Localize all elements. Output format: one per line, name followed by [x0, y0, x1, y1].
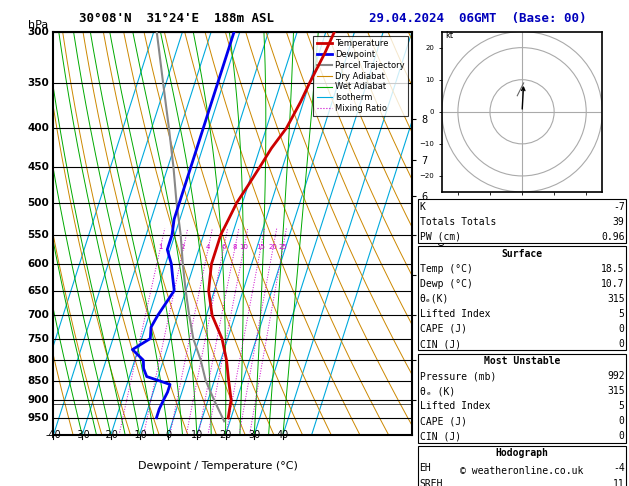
Text: Totals Totals: Totals Totals — [420, 217, 496, 226]
Text: 5: 5 — [619, 401, 625, 411]
Text: K: K — [420, 202, 425, 211]
Text: 5: 5 — [619, 309, 625, 319]
Text: CIN (J): CIN (J) — [420, 432, 460, 441]
Text: 10: 10 — [191, 430, 203, 440]
Text: 450: 450 — [27, 162, 49, 173]
Text: 18.5: 18.5 — [601, 264, 625, 274]
Text: SREH: SREH — [420, 479, 443, 486]
Text: CAPE (J): CAPE (J) — [420, 324, 467, 334]
Text: 0: 0 — [619, 324, 625, 334]
Text: Mixing Ratio (g/kg): Mixing Ratio (g/kg) — [437, 208, 447, 299]
Legend: Temperature, Dewpoint, Parcel Trajectory, Dry Adiabat, Wet Adiabat, Isotherm, Mi: Temperature, Dewpoint, Parcel Trajectory… — [313, 36, 408, 117]
Text: -4: -4 — [613, 464, 625, 473]
Text: 1: 1 — [158, 243, 162, 250]
Text: 25: 25 — [278, 243, 287, 250]
Text: 30°08'N  31°24'E  188m ASL: 30°08'N 31°24'E 188m ASL — [79, 12, 274, 25]
Text: EH: EH — [420, 464, 431, 473]
Text: 10.7: 10.7 — [601, 279, 625, 289]
Text: -10: -10 — [131, 430, 147, 440]
Text: 0: 0 — [619, 417, 625, 426]
Text: Most Unstable: Most Unstable — [484, 356, 560, 366]
Text: 39: 39 — [613, 217, 625, 226]
Text: 0: 0 — [165, 430, 171, 440]
Text: 550: 550 — [28, 230, 49, 240]
Y-axis label: km
ASL: km ASL — [433, 223, 451, 244]
Text: hPa: hPa — [28, 19, 48, 30]
Text: 40: 40 — [277, 430, 289, 440]
Text: 750: 750 — [27, 333, 49, 344]
Text: 8: 8 — [232, 243, 237, 250]
Text: Lifted Index: Lifted Index — [420, 309, 490, 319]
Text: Pressure (mb): Pressure (mb) — [420, 371, 496, 381]
Text: CIN (J): CIN (J) — [420, 339, 460, 349]
Text: 400: 400 — [27, 123, 49, 133]
Text: Hodograph: Hodograph — [496, 449, 548, 458]
Text: 950: 950 — [28, 413, 49, 423]
Text: 300: 300 — [28, 27, 49, 36]
Text: 6: 6 — [221, 243, 226, 250]
Text: 0.96: 0.96 — [601, 232, 625, 242]
Text: PW (cm): PW (cm) — [420, 232, 460, 242]
Text: 10: 10 — [239, 243, 248, 250]
Text: 29.04.2024  06GMT  (Base: 00): 29.04.2024 06GMT (Base: 00) — [369, 12, 587, 25]
Text: Temp (°C): Temp (°C) — [420, 264, 472, 274]
Text: 650: 650 — [28, 286, 49, 295]
Text: kt: kt — [445, 31, 454, 40]
Text: © weatheronline.co.uk: © weatheronline.co.uk — [460, 466, 584, 476]
Text: Dewp (°C): Dewp (°C) — [420, 279, 472, 289]
Text: 30: 30 — [248, 430, 260, 440]
Text: 800: 800 — [28, 355, 49, 365]
Text: Dewpoint / Temperature (°C): Dewpoint / Temperature (°C) — [138, 461, 298, 471]
Text: 600: 600 — [28, 259, 49, 269]
Text: 315: 315 — [607, 386, 625, 396]
Text: 0: 0 — [619, 432, 625, 441]
Text: 700: 700 — [27, 311, 49, 320]
Text: 15: 15 — [256, 243, 265, 250]
Text: -40: -40 — [45, 430, 62, 440]
Text: 850: 850 — [28, 376, 49, 385]
Text: θₑ (K): θₑ (K) — [420, 386, 455, 396]
Text: 20: 20 — [269, 243, 277, 250]
Text: θₑ(K): θₑ(K) — [420, 294, 449, 304]
Text: 20: 20 — [220, 430, 231, 440]
Text: 900: 900 — [28, 395, 49, 405]
Text: -30: -30 — [74, 430, 90, 440]
Text: -20: -20 — [103, 430, 119, 440]
Text: 0: 0 — [619, 339, 625, 349]
Text: 4: 4 — [206, 243, 210, 250]
Text: 500: 500 — [28, 198, 49, 208]
Text: 11: 11 — [613, 479, 625, 486]
Text: 350: 350 — [28, 78, 49, 88]
Text: Lifted Index: Lifted Index — [420, 401, 490, 411]
Text: CAPE (J): CAPE (J) — [420, 417, 467, 426]
Text: Surface: Surface — [501, 249, 543, 259]
Text: -7: -7 — [613, 202, 625, 211]
Text: 315: 315 — [607, 294, 625, 304]
Text: 2: 2 — [181, 243, 186, 250]
Text: LCL: LCL — [419, 399, 437, 409]
Text: 992: 992 — [607, 371, 625, 381]
